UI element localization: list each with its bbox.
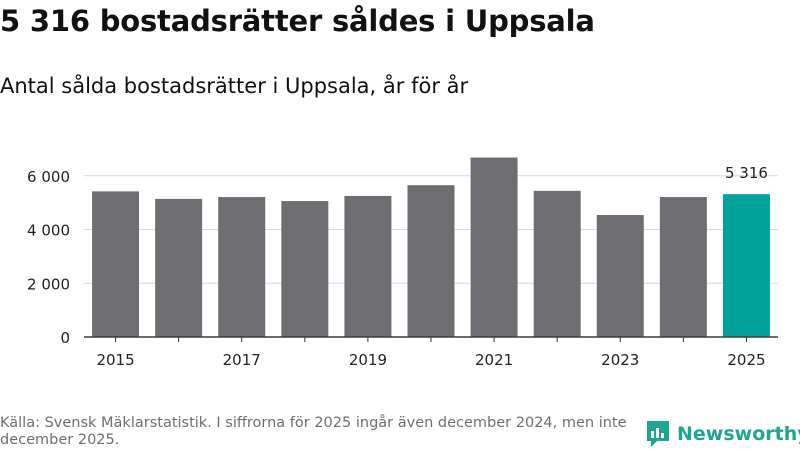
brand-name: Newsworthy — [677, 423, 800, 445]
x-tick-label: 2021 — [475, 351, 513, 369]
y-tick-label: 4 000 — [27, 222, 70, 240]
bar — [218, 197, 266, 337]
bar-chart-logo-icon — [647, 421, 669, 447]
bar — [281, 201, 329, 337]
bar — [596, 215, 644, 337]
bar — [344, 195, 392, 337]
x-tick-label: 2025 — [727, 351, 765, 369]
bar — [155, 198, 203, 337]
bar — [407, 185, 455, 337]
chart-subtitle: Antal sålda bostadsrätter i Uppsala, år … — [0, 74, 469, 98]
y-tick-label: 0 — [60, 329, 70, 347]
bar — [659, 197, 707, 337]
x-tick-label: 2019 — [349, 351, 387, 369]
x-tick-label: 2015 — [96, 351, 134, 369]
x-tick-label: 2017 — [223, 351, 261, 369]
x-tick-label: 2023 — [601, 351, 639, 369]
y-tick-label: 2 000 — [27, 275, 70, 293]
data-label: 5 316 — [725, 164, 768, 182]
brand-logo: Newsworthy — [645, 419, 800, 449]
chart-title: 5 316 bostadsrätter såldes i Uppsala — [0, 4, 595, 38]
source-note: Källa: Svensk Mäklarstatistik. I siffror… — [0, 415, 627, 448]
bar-highlight — [722, 194, 770, 337]
bar — [92, 191, 140, 337]
bar — [533, 190, 581, 337]
bar — [470, 157, 518, 337]
y-tick-label: 6 000 — [27, 168, 70, 186]
